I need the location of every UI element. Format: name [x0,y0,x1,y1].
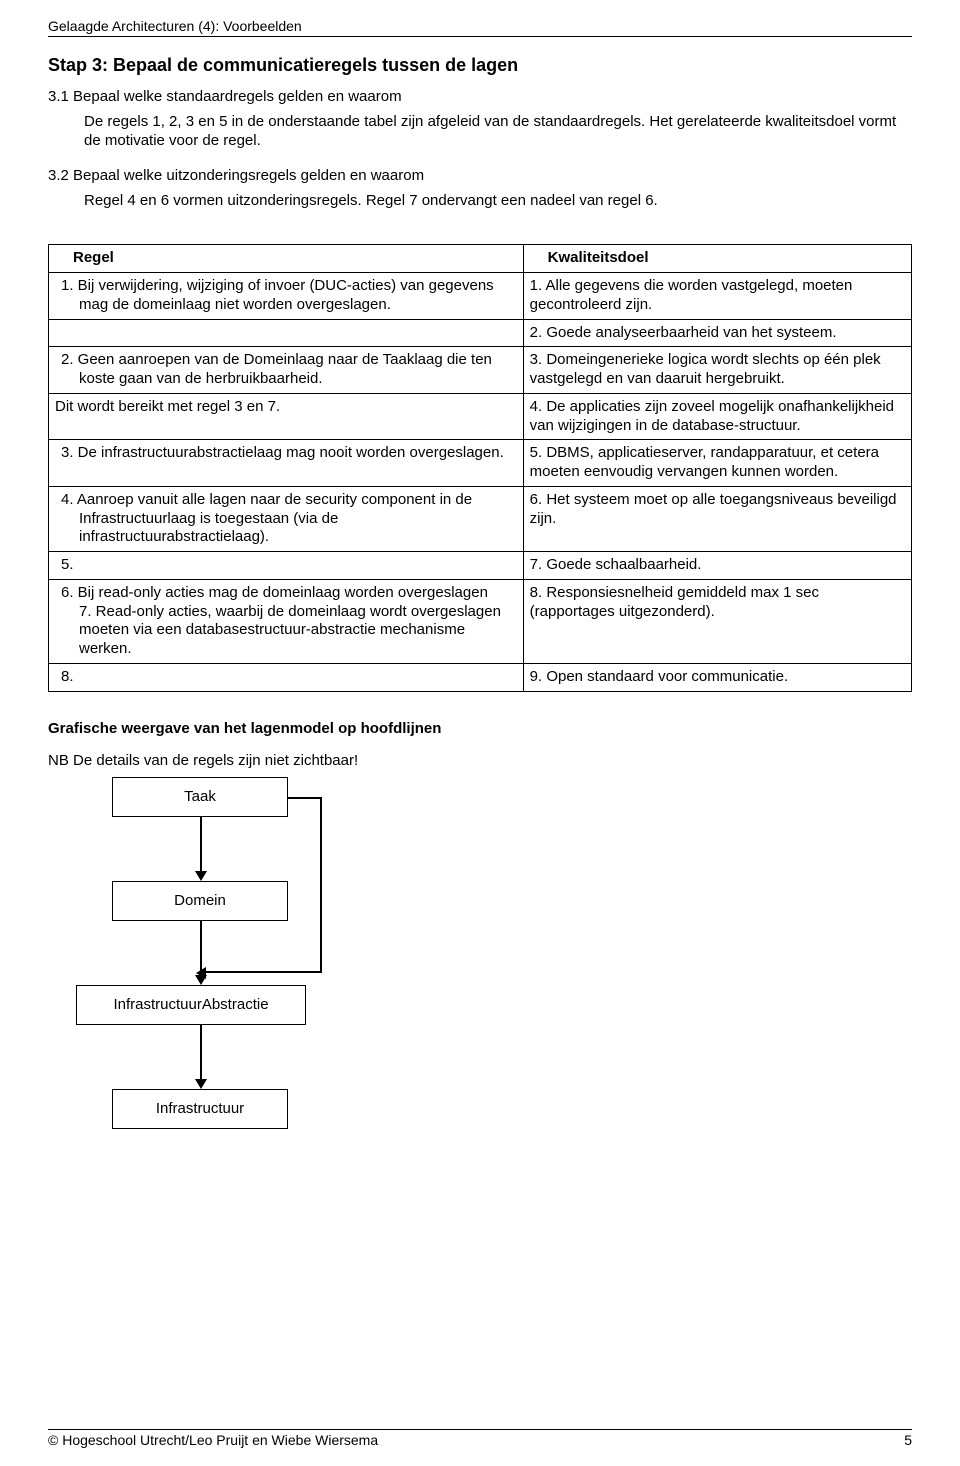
quality-cell: 9. Open standaard voor communicatie. [523,663,911,691]
layer-box: InfrastructuurAbstractie [76,985,306,1025]
table-row: 6. Bij read-only acties mag de domeinlaa… [49,579,912,663]
running-head: Gelaagde Architecturen (4): Voorbeelden [48,18,912,37]
quality-cell: 8. Responsiesnelheid gemiddeld max 1 sec… [523,579,911,663]
quality-cell: 1. Alle gegevens die worden vastgelegd, … [523,273,911,320]
arrow-line [200,921,202,975]
diagram-note: NB De details van de regels zijn niet zi… [48,752,912,769]
section-title: Stap 3: Bepaal de communicatieregels tus… [48,55,912,76]
table-row: 4. Aanroep vanuit alle lagen naar de sec… [49,486,912,551]
rule-cell: 3. De infrastructuurabstractielaag mag n… [49,440,524,487]
arrow-line [200,1025,202,1079]
arrow-line [200,817,202,871]
rule-cell [49,319,524,347]
table-header-right: Kwaliteitsdoel [523,245,911,273]
sub31-p1: De regels 1, 2, 3 en 5 in de onderstaand… [48,113,912,151]
footer-left: © Hogeschool Utrecht/Leo Pruijt en Wiebe… [48,1432,378,1448]
rule-cell: 2. Geen aanroepen van de Domeinlaag naar… [49,347,524,394]
table-row: 2. Goede analyseerbaarheid van het syste… [49,319,912,347]
rule-cell: 6. Bij read-only acties mag de domeinlaa… [49,579,524,663]
sub32-p1: Regel 4 en 6 vormen uitzonderingsregels.… [48,192,912,211]
rule-cell: 4. Aanroep vanuit alle lagen naar de sec… [49,486,524,551]
quality-cell: 7. Goede schaalbaarheid. [523,552,911,580]
rule-cell: 8. [49,663,524,691]
connector-horizontal [288,797,322,799]
table-header-row: Regel Kwaliteitsdoel [49,245,912,273]
quality-cell: 2. Goede analyseerbaarheid van het syste… [523,319,911,347]
table-row: 1. Bij verwijdering, wijziging of invoer… [49,273,912,320]
quality-cell: 4. De applicaties zijn zoveel mogelijk o… [523,393,911,440]
layer-box: Infrastructuur [112,1089,288,1129]
layers-diagram: Taak Domein InfrastructuurAbstractie Infras… [76,777,356,1187]
table-row: Dit wordt bereikt met regel 3 en 7.4. De… [49,393,912,440]
connector-horizontal [200,971,322,973]
footer-page-number: 5 [904,1432,912,1448]
arrow-head-icon [195,975,207,985]
layer-box: Domein [112,881,288,921]
rule-cell: 1. Bij verwijdering, wijziging of invoer… [49,273,524,320]
table-row: 3. De infrastructuurabstractielaag mag n… [49,440,912,487]
rule-cell: 5. [49,552,524,580]
sub32-heading: 3.2 Bepaal welke uitzonderingsregels gel… [48,167,912,184]
table-header-left: Regel [49,245,524,273]
sub31-heading: 3.1 Bepaal welke standaardregels gelden … [48,88,912,105]
quality-cell: 5. DBMS, applicatieserver, randapparatuu… [523,440,911,487]
connector-vertical [320,797,322,973]
arrow-head-icon [195,1079,207,1089]
rule-cell: Dit wordt bereikt met regel 3 en 7. [49,393,524,440]
table-row: 5.7. Goede schaalbaarheid. [49,552,912,580]
table-row: 2. Geen aanroepen van de Domeinlaag naar… [49,347,912,394]
rules-table: Regel Kwaliteitsdoel 1. Bij verwijdering… [48,244,912,691]
page-footer: © Hogeschool Utrecht/Leo Pruijt en Wiebe… [48,1429,912,1448]
table-row: 8.9. Open standaard voor communicatie. [49,663,912,691]
diagram-title: Grafische weergave van het lagenmodel op… [48,720,912,737]
quality-cell: 6. Het systeem moet op alle toegangsnive… [523,486,911,551]
quality-cell: 3. Domeingenerieke logica wordt slechts … [523,347,911,394]
arrow-head-icon [195,871,207,881]
layer-box: Taak [112,777,288,817]
